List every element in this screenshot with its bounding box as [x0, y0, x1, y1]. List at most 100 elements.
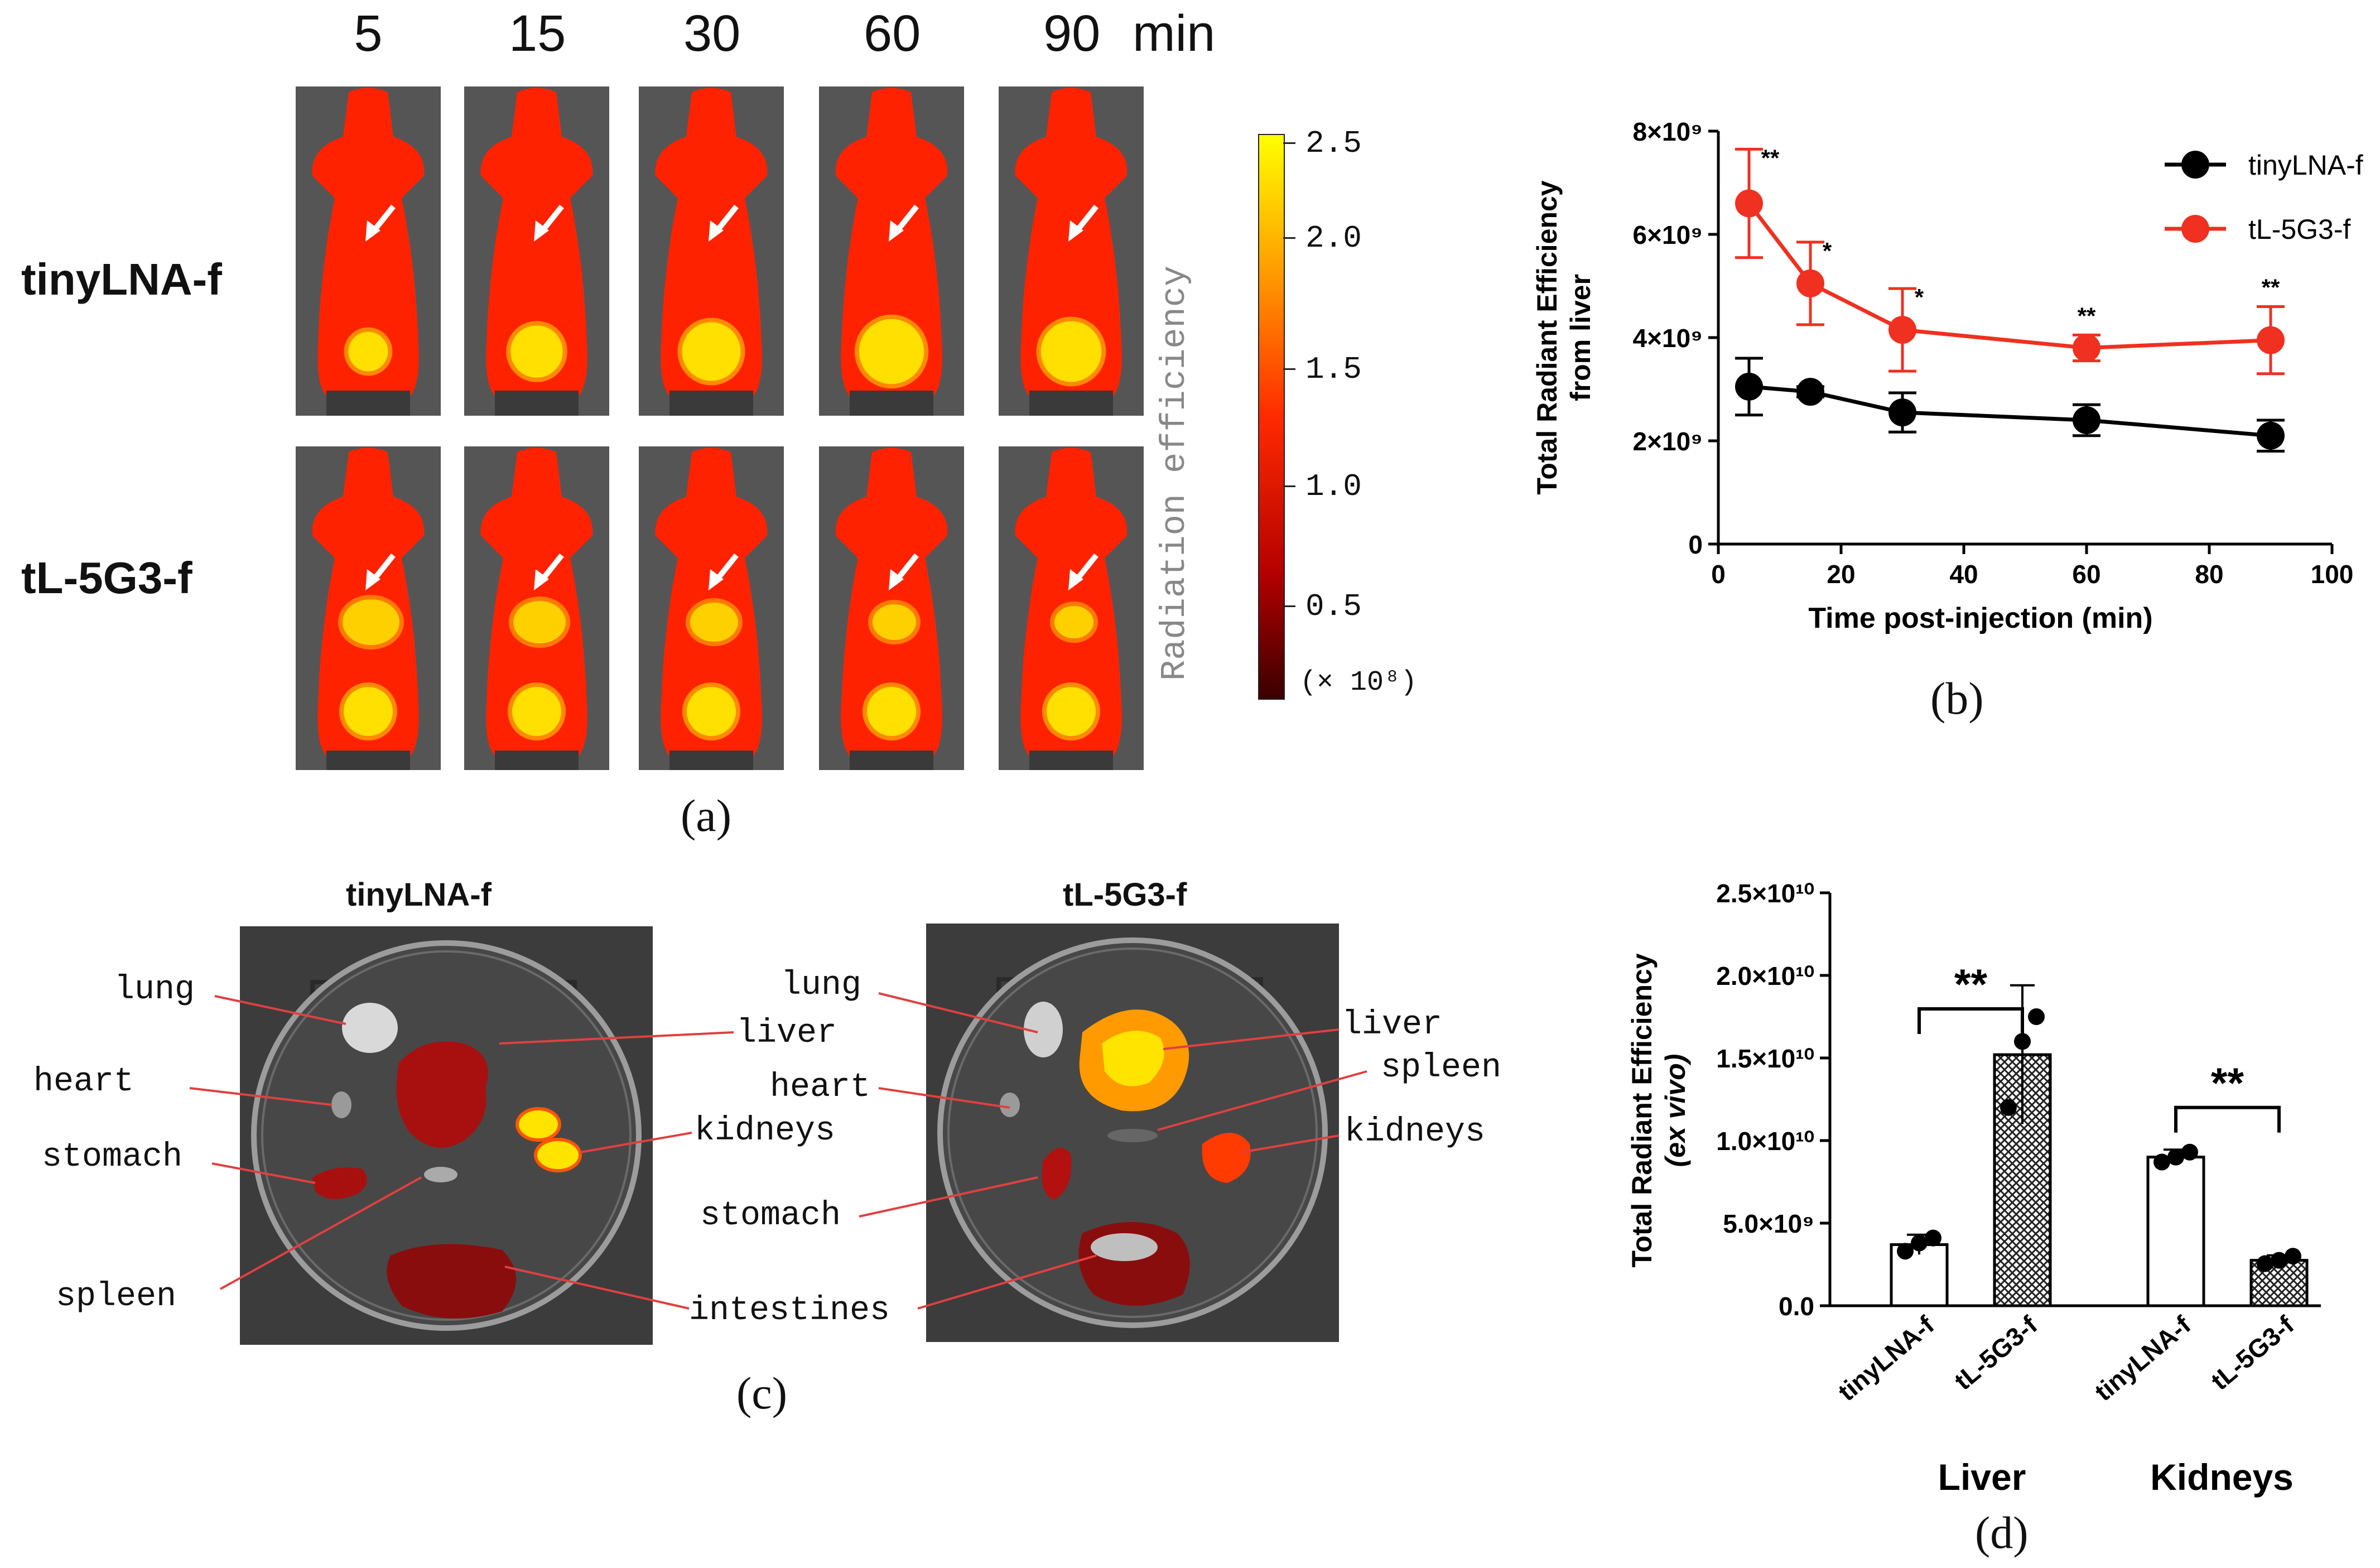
liver-signal [868, 600, 921, 644]
colorbar-tick-4 [1283, 605, 1295, 607]
y-tick-label-4: 8×10⁹ [1633, 117, 1703, 146]
bar-point-0-0 [1897, 1243, 1914, 1260]
left-kidney-2 [534, 1138, 582, 1172]
mouse-tail-holder [495, 751, 579, 770]
bar-point-3-0 [2257, 1255, 2273, 1272]
left-liver [396, 1041, 488, 1148]
colorbar [1258, 134, 1285, 700]
significance-label-d-1: ** [2211, 1060, 2244, 1107]
x-tick-label-4: 80 [2195, 560, 2223, 589]
bladder-signal [854, 314, 929, 389]
mouse-tail-holder [326, 391, 410, 416]
label-heart-left: heart [33, 1063, 134, 1101]
group-label-1: Kidneys [2150, 1456, 2294, 1498]
bladder-signal [506, 321, 567, 382]
bladder-signal [863, 682, 921, 740]
mouse-image-tl5g3-90 [999, 446, 1144, 770]
x-tick-label-5: 100 [2311, 560, 2354, 589]
liver-signal [509, 597, 570, 648]
liver-arrow-head [365, 569, 380, 590]
bar-point-1-0 [2000, 1099, 2017, 1116]
caption-d: (d) [1975, 1507, 2029, 1558]
organ-leader-lines [189, 992, 1367, 1310]
colorbar-scale-note: (× 10⁸) [1300, 667, 1418, 699]
organ-group-title-left: tinyLNA-f [346, 877, 492, 913]
time-label-60: 60 [864, 5, 921, 62]
y-tick-label-d-5: 2.5×10¹⁰ [1716, 879, 1814, 908]
mouse-tail-holder [495, 391, 579, 416]
data-point-1-4 [2257, 326, 2285, 354]
y-axis-label-d-line2: (ex vivo) [1660, 1054, 1691, 1167]
mouse-body [655, 88, 768, 399]
right-kidneys [1202, 1133, 1251, 1183]
label-stomach-right: stomach [700, 1197, 841, 1235]
mouse-image-tinylna-15 [464, 86, 609, 416]
data-point-1-0 [1735, 189, 1763, 218]
liver-arrow-head [889, 569, 904, 590]
mouse-body [480, 88, 593, 399]
mouse-silhouette-svg [639, 86, 784, 416]
liver-arrow-head [709, 220, 724, 242]
liver-arrow-head [1068, 220, 1083, 242]
bar-point-2-0 [2153, 1153, 2170, 1171]
mouse-tail-holder [669, 751, 753, 770]
y-axis-label-line2: from liver [1565, 274, 1596, 401]
label-stomach-left: stomach [42, 1138, 183, 1176]
significance-3: ** [2078, 302, 2096, 329]
mouse-image-tl5g3-15 [464, 446, 609, 770]
time-label-5: 5 [354, 5, 383, 62]
y-tick-label-d-0: 0.0 [1779, 1292, 1814, 1321]
legend-label-0: tinyLNA-f [2248, 150, 2363, 181]
y-tick-label-0: 0 [1688, 530, 1703, 559]
bladder-signal [682, 682, 740, 740]
data-point-0-4 [2257, 421, 2285, 450]
bladder-signal [1042, 682, 1100, 740]
right-stomach [1042, 1148, 1072, 1200]
right-lung [1024, 1002, 1063, 1057]
mouse-silhouette-svg [819, 446, 964, 770]
legend: tinyLNA-f tL-5G3-f [2165, 150, 2363, 245]
mouse-silhouette-svg [999, 86, 1144, 416]
group-label-0: Liver [1938, 1456, 2026, 1498]
mouse-tail-holder [669, 391, 753, 416]
y-tick-label-1: 2×10⁹ [1633, 427, 1703, 456]
mouse-tail-holder [1029, 391, 1113, 416]
y-tick-label-3: 6×10⁹ [1633, 220, 1703, 249]
bar-point-0-1 [1911, 1234, 1928, 1252]
data-point-1-1 [1796, 269, 1824, 297]
mouse-tail-holder [1029, 751, 1113, 770]
series-0 [1735, 357, 2285, 453]
liver-arrow-head [534, 569, 549, 590]
significance-0: ** [1761, 145, 1780, 171]
y-axis-label-d-line1: Total Radiant Efficiency [1626, 953, 1658, 1267]
mouse-image-tinylna-30 [639, 86, 784, 416]
label-spleen-right: spleen [1381, 1049, 1502, 1087]
bladder-signal [344, 327, 393, 376]
mouse-image-tl5g3-30 [639, 446, 784, 770]
time-unit-label: min [1133, 5, 1216, 62]
bar-category-label-2: tinyLNA-f [2089, 1310, 2196, 1406]
right-dish-photo [926, 924, 1339, 1342]
legend-label-1: tL-5G3-f [2248, 214, 2351, 245]
mouse-silhouette-svg [819, 86, 964, 416]
mouse-image-tl5g3-5 [296, 446, 441, 770]
left-kidney-1 [515, 1107, 561, 1142]
left-lung [342, 1003, 398, 1053]
x-tick-label-3: 60 [2072, 560, 2100, 589]
mouse-silhouette-svg [464, 86, 609, 416]
x-axis-label: Time post-injection (min) [1808, 602, 2152, 634]
right-heart [1000, 1093, 1020, 1117]
bar-category-label-3: tL-5G3-f [2205, 1310, 2300, 1396]
x-tick-label-1: 20 [1827, 560, 1855, 589]
caption-b: (b) [1930, 673, 1984, 724]
mouse-tail-holder [326, 751, 410, 770]
label-lung-right: lung [781, 966, 862, 1004]
data-point-0-0 [1735, 372, 1763, 401]
caption-a: (a) [681, 790, 732, 841]
data-point-0-3 [2073, 406, 2100, 434]
time-label-90: 90 [1043, 5, 1101, 62]
bar-category-label-1: tL-5G3-f [1949, 1310, 2043, 1396]
liver-arrow-head [1068, 569, 1083, 590]
time-label-15: 15 [509, 5, 566, 62]
label-spleen-left: spleen [56, 1278, 177, 1316]
